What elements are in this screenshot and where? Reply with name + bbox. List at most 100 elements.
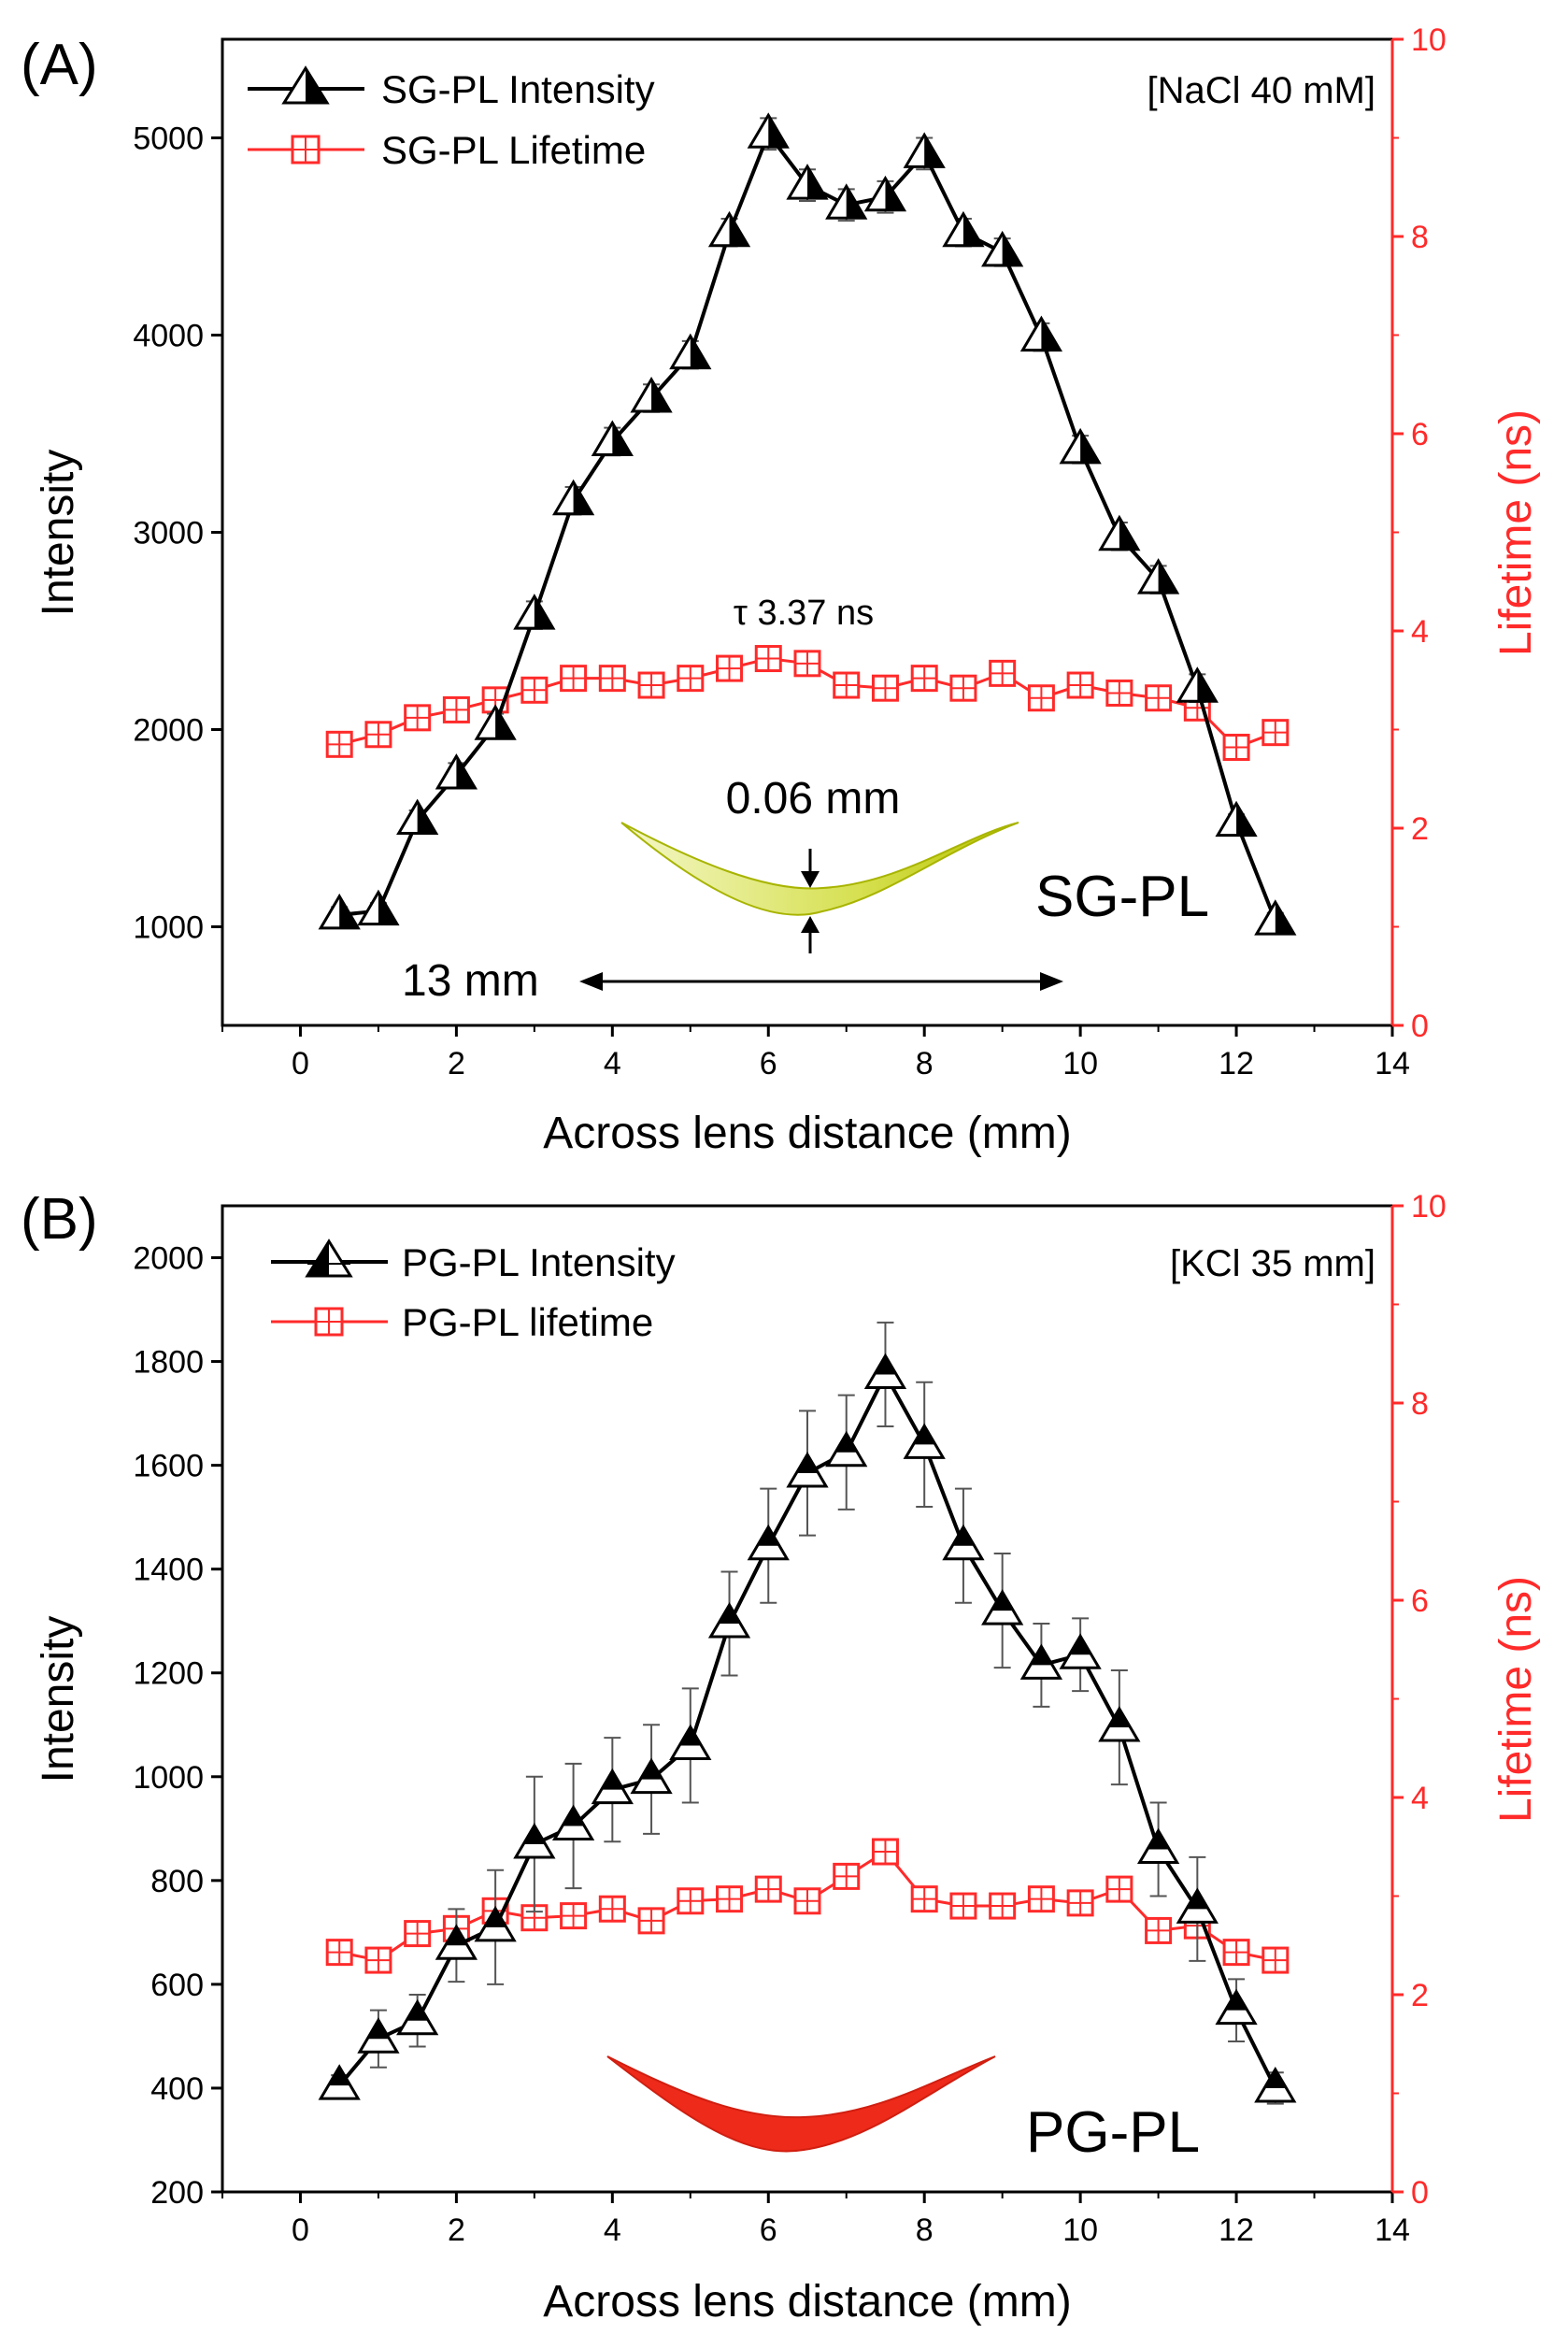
panel-a-y2-tick-label: 0	[1411, 1009, 1429, 1044]
panel-a-width-arrow	[579, 972, 1063, 991]
panel-b-x-tick-label: 2	[448, 2212, 465, 2248]
panel-a-intensity-point	[863, 175, 907, 212]
panel-a-intensity-point	[551, 479, 595, 516]
panel-a-lifetime-point	[871, 674, 899, 702]
panel-a-y-tick-label: 3000	[133, 516, 204, 551]
panel-b-x-tick-label: 6	[760, 2212, 777, 2248]
panel-b-y2-tick-label: 2	[1411, 1978, 1429, 2013]
panel-a-intensity-point	[435, 753, 478, 790]
panel-b-intensity-point	[513, 1823, 556, 1859]
panel-b-lifetime-point	[364, 1946, 392, 1974]
panel-a-intensity-point	[747, 112, 790, 149]
panel-a-legend-square-marker	[291, 135, 321, 165]
panel-a-lifetime-point	[793, 650, 821, 678]
panel-b-lifetime-point	[871, 1838, 899, 1866]
panel-b-x-tick-label: 12	[1219, 2212, 1254, 2248]
panel-b-intensity-point	[1059, 1633, 1102, 1669]
panel-b-lifetime-point	[1066, 1889, 1094, 1917]
panel-b-y-axis-title: Intensity	[34, 1616, 83, 1783]
panel-b-lifetime-point	[1105, 1875, 1133, 1903]
panel-a-lifetime-point	[364, 721, 392, 749]
panel-b-y-tick-label: 400	[150, 2071, 204, 2107]
panel-a-intensity-point	[1059, 427, 1102, 465]
panel-b-lifetime-point	[754, 1875, 782, 1903]
panel-b-legend-intensity-label: PG-PL Intensity	[402, 1240, 676, 1284]
panel-a-y-tick-label: 5000	[133, 122, 204, 157]
panel-b-lifetime-point	[833, 1862, 861, 1890]
panel-b-lifetime-point	[949, 1892, 977, 1920]
panel-b-lifetime-point	[637, 1907, 665, 1935]
panel-b-legend-triangle-marker	[305, 1239, 353, 1278]
panel-b-x-tick-label: 0	[292, 2212, 309, 2248]
panel-b-lens-shape	[606, 2055, 996, 2153]
panel-a-intensity-point	[474, 704, 517, 740]
panel-a-width-label: 13 mm	[402, 956, 539, 1006]
panel-a-x-tick-label: 14	[1375, 1046, 1410, 1081]
panel-a-y-tick-label: 4000	[133, 319, 204, 354]
panel-b-intensity-point	[825, 1430, 868, 1468]
panel-a-lifetime-point	[677, 665, 705, 693]
panel-b-lifetime-point	[325, 1939, 353, 1967]
panel-b-x-tick-label: 10	[1062, 2212, 1098, 2248]
panel-a-condition-label: [NaCl 40 mM]	[1147, 70, 1376, 111]
panel-a-lifetime-point	[1222, 733, 1250, 761]
panel-a-lifetime-point	[520, 676, 549, 704]
panel-b-legend-square-marker	[314, 1307, 344, 1337]
panel-a-lifetime-point	[989, 659, 1017, 687]
panel-a-lifetime-point	[1105, 679, 1133, 707]
panel-a-intensity-point	[707, 210, 751, 248]
panel-b-intensity-point	[669, 1724, 712, 1760]
panel-b-y2-tick-label: 0	[1411, 2175, 1429, 2211]
panel-a-intensity-point	[903, 132, 946, 168]
panel-a-y2-tick-label: 8	[1411, 220, 1429, 255]
panel-a-intensity-point	[630, 377, 673, 413]
panel-a-x-tick-label: 8	[916, 1046, 934, 1081]
panel-b-data	[318, 1321, 1297, 2105]
panel-a-lifetime-point	[442, 695, 470, 723]
panel-a-intensity-point	[942, 210, 985, 248]
panel-a-intensity-point	[981, 230, 1024, 267]
panel-b-lifetime-point	[1027, 1885, 1055, 1913]
panel-b-y2-tick-label: 10	[1411, 1189, 1447, 1224]
panel-b-x-tick-label: 4	[604, 2212, 621, 2248]
panel-b-lifetime-point	[1222, 1939, 1250, 1967]
panel-b-lifetime-point	[560, 1902, 588, 1930]
panel-b-lifetime-point	[1145, 1916, 1173, 1944]
panel-a-lifetime-point	[598, 665, 626, 693]
panel-a-lifetime-point	[1262, 719, 1290, 747]
panel-b-legend-lifetime-label: PG-PL lifetime	[402, 1300, 653, 1344]
panel-a-lifetime-point	[910, 665, 938, 693]
panel-b-intensity-point	[474, 1905, 517, 1942]
panel-a-y2-tick-label: 6	[1411, 417, 1429, 452]
panel-b-y-tick-label: 1600	[133, 1449, 204, 1484]
panel-a-lifetime-point	[1066, 671, 1094, 699]
panel-b-intensity-point	[903, 1423, 946, 1459]
panel-a-lifetime-point	[833, 671, 861, 699]
panel-a-intensity-point	[513, 594, 556, 630]
panel-b-y-tick-label: 800	[150, 1864, 204, 1899]
panel-a-y-axis-title: Intensity	[34, 450, 83, 617]
panel-a-intensity-point	[1176, 666, 1219, 703]
panel-b-intensity-point	[1176, 1887, 1219, 1924]
panel-a-x-tick-label: 4	[604, 1046, 621, 1081]
panel-a-lens-shape	[620, 822, 1019, 916]
panel-b-lifetime-point	[716, 1885, 744, 1913]
panel-b-lifetime-point	[677, 1887, 705, 1915]
panel-a-intensity-point	[786, 164, 829, 200]
panel-a-lifetime-point	[404, 704, 432, 732]
panel-a-lifetime-point	[949, 674, 977, 702]
panel-b-intensity-point	[863, 1353, 907, 1389]
panel-b-intensity-point	[1215, 1988, 1258, 2026]
panel-b-intensity-point	[1019, 1643, 1063, 1680]
panel-b-x-axis-title: Across lens distance (mm)	[543, 2277, 1071, 2327]
panel-a-lifetime-point	[716, 654, 744, 682]
panel-b-lifetime-point	[793, 1887, 821, 1915]
panel-b-ticks: 0 2 4 6 8 10 12 14 200 400 600 800 1000 1200 1400 1600 1…	[133, 1189, 1446, 2248]
panel-a-thickness-label: 0.06 mm	[726, 774, 901, 823]
panel-b-intensity-point	[1136, 1827, 1180, 1865]
panel-a-ticks: 0 2 4 6 8 10 12 14 1000 2000 3000 4000 5000 0 2 4 6 8 10	[133, 22, 1446, 1081]
panel-a-intensity-point	[591, 420, 634, 456]
panel-b-y-tick-label: 600	[150, 1968, 204, 2003]
panel-b-intensity-point	[707, 1602, 751, 1639]
panel-a-x-tick-label: 0	[292, 1046, 309, 1081]
